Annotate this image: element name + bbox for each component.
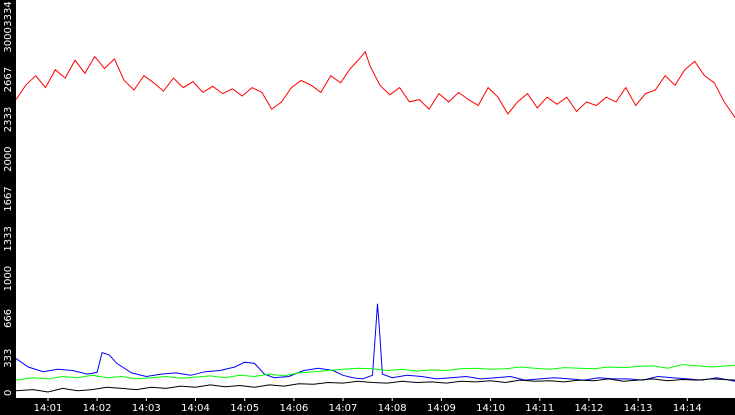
y-tick-label: 2333 (3, 107, 14, 132)
y-tick-label: 2667 (3, 67, 14, 92)
x-tick-label: 14:07 (329, 403, 358, 414)
y-tick-label: 3334 (3, 1, 14, 26)
x-tick-label: 14:10 (476, 403, 505, 414)
y-tick-label: 0 (3, 390, 14, 396)
x-tick-label: 14:01 (34, 403, 63, 414)
x-tick-label: 14:12 (574, 403, 603, 414)
x-tick-label: 14:02 (83, 403, 112, 414)
x-tick-label: 14:14 (673, 403, 702, 414)
x-tick-label: 14:06 (279, 403, 308, 414)
series-line-3 (15, 378, 735, 393)
x-tick-label: 14:05 (230, 403, 259, 414)
y-tick-label: 666 (3, 309, 14, 328)
x-tick-label: 14:11 (525, 403, 554, 414)
x-tick-label: 14:13 (624, 403, 653, 414)
x-tick-label: 14:03 (132, 403, 161, 414)
y-tick-label: 2000 (3, 146, 14, 171)
y-tick-label: 3000 (3, 27, 14, 52)
y-axis-band (0, 0, 16, 415)
x-tick-label: 14:04 (181, 403, 210, 414)
y-tick-label: 1667 (3, 186, 14, 211)
series-layer (15, 50, 735, 393)
y-tick-label: 1333 (3, 226, 14, 251)
series-line-1 (15, 303, 735, 382)
x-axis-ticks: 14:01 14:02 14:03 14:04 14:05 14:06 14:07 14:08… (34, 398, 702, 414)
y-tick-label: 1000 (3, 266, 14, 291)
y-tick-label: 333 (3, 349, 14, 368)
x-tick-label: 14:08 (378, 403, 407, 414)
series-line-2 (15, 364, 735, 381)
series-line-0 (15, 50, 735, 118)
x-tick-label: 14:09 (427, 403, 456, 414)
x-axis-band (0, 398, 735, 415)
